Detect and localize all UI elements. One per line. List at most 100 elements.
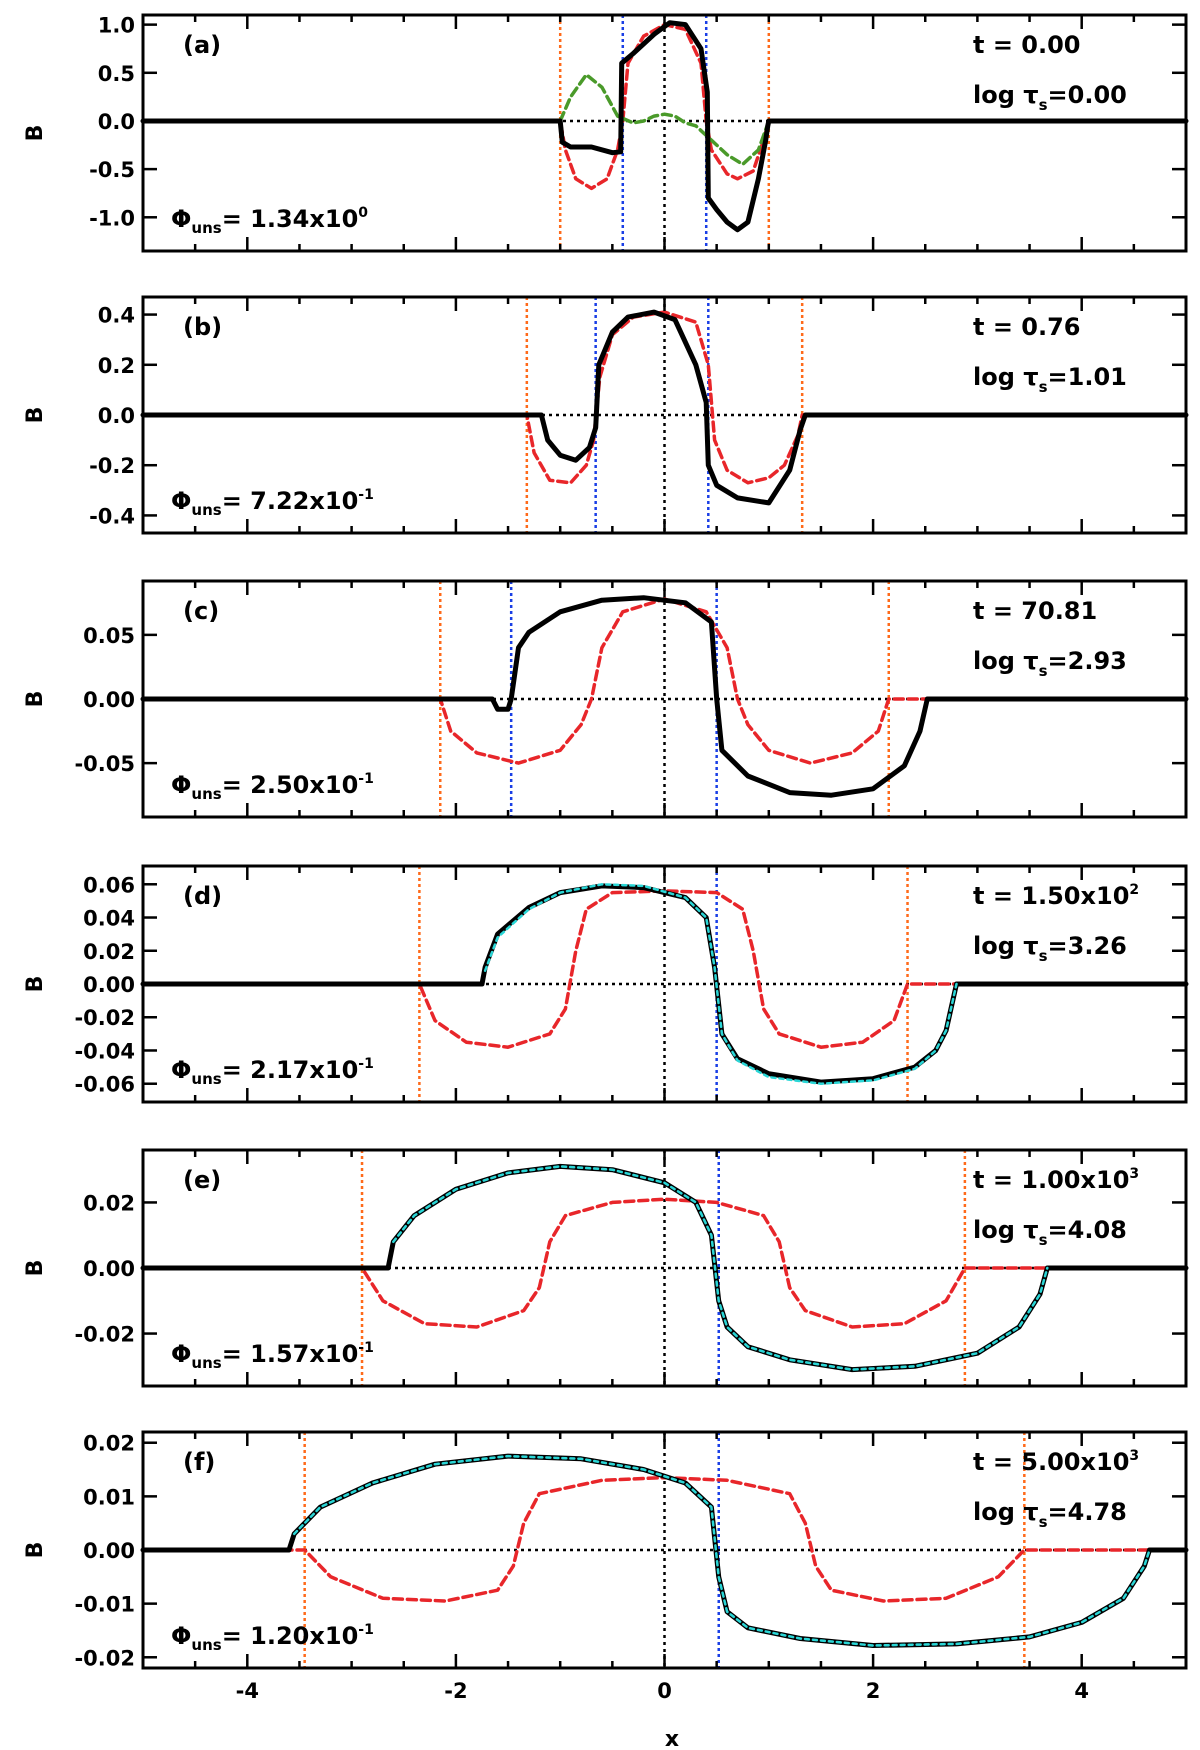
time-value: t = 0.00 xyxy=(973,31,1081,59)
phi-symbol: Φ xyxy=(171,487,191,515)
y-axis-label: B xyxy=(23,691,48,708)
time-value: t = 1.00x10 xyxy=(973,1166,1129,1194)
phi-symbol: Φ xyxy=(171,1056,191,1084)
phi-subscript: uns xyxy=(191,219,221,237)
series-line-dash-red xyxy=(141,310,1188,485)
tau-subscript: s xyxy=(1039,378,1048,396)
series-line-dash-cyan xyxy=(483,883,958,1085)
series-line-dash-cyan xyxy=(292,1454,1151,1647)
phi-subscript: uns xyxy=(191,1636,221,1654)
series-line-dash-green xyxy=(558,72,771,167)
time-value: t = 1.50x10 xyxy=(973,882,1129,910)
phi-uns-label: Φuns= 1.20x10-1 xyxy=(171,1622,374,1654)
panel-label: (a) xyxy=(183,31,221,59)
tau-value: =2.93 xyxy=(1048,647,1127,675)
phi-exponent: -1 xyxy=(358,1056,374,1072)
phi-uns-label: Φuns= 2.50x10-1 xyxy=(171,771,374,803)
y-tick-label: -0.02 xyxy=(74,1646,135,1670)
time-exponent: 3 xyxy=(1129,1448,1139,1464)
y-tick-label: 0.00 xyxy=(83,1257,135,1281)
y-tick-label: -1.0 xyxy=(89,206,135,230)
y-tick-label: -0.06 xyxy=(74,1073,135,1097)
tau-value: =4.08 xyxy=(1048,1216,1127,1244)
log-tau-label: log τs=1.01 xyxy=(973,363,1127,396)
phi-value: = 2.17x10 xyxy=(222,1056,359,1084)
y-tick-label: 0.02 xyxy=(83,940,135,964)
tau-subscript: s xyxy=(1039,1231,1048,1249)
y-tick-label: 1.0 xyxy=(98,14,135,38)
y-tick-label: 0.5 xyxy=(98,62,135,86)
time-value: t = 5.00x10 xyxy=(973,1448,1129,1476)
y-axis-label: B xyxy=(23,976,48,993)
phi-uns-label: Φuns= 1.57x10-1 xyxy=(171,1340,374,1372)
series-line-solid-black xyxy=(140,20,1189,233)
y-tick-label: 0.05 xyxy=(83,624,135,648)
x-tick-label: -4 xyxy=(236,1679,259,1703)
tau-subscript: s xyxy=(1039,947,1048,965)
panel-a: -1.0 -0.5 0.0 0.5 1.0 B (a) t = 0.00 log τs=0.00… xyxy=(23,13,1189,253)
series-line-solid-black xyxy=(140,309,1189,506)
tau-text: log τ xyxy=(973,1216,1039,1244)
series-line-solid-black xyxy=(140,595,1189,798)
phi-uns-label: Φuns= 2.17x10-1 xyxy=(171,1056,374,1088)
y-tick-label: -0.4 xyxy=(89,504,135,528)
phi-value: = 7.22x10 xyxy=(222,487,359,515)
panel-label: (d) xyxy=(183,882,222,910)
y-axis-label: B xyxy=(23,407,48,424)
time-label: t = 0.00 xyxy=(973,31,1081,59)
tau-text: log τ xyxy=(973,1498,1039,1526)
time-exponent: 2 xyxy=(1129,882,1139,898)
phi-exponent: -1 xyxy=(358,771,374,787)
panel-d: -0.06 -0.04 -0.02 0.00 0.02 0.04 0.06 B (d) t = 1… xyxy=(23,864,1189,1104)
phi-symbol: Φ xyxy=(171,205,191,233)
log-tau-label: log τs=3.26 xyxy=(973,932,1127,965)
tau-value: =0.00 xyxy=(1048,81,1127,109)
panel-label: (b) xyxy=(183,313,222,341)
log-tau-label: log τs=2.93 xyxy=(973,647,1127,680)
time-label: t = 70.81 xyxy=(973,597,1097,625)
panel-f: -0.02 -0.01 0.00 0.01 0.02 B (f) t = 5.00x103 lo… xyxy=(23,1430,1189,1703)
phi-exponent: -1 xyxy=(358,1340,374,1356)
phi-exponent: 0 xyxy=(358,205,368,221)
phi-value: = 2.50x10 xyxy=(222,771,359,799)
log-tau-label: log τs=4.78 xyxy=(973,1498,1127,1531)
y-tick-label: 0.00 xyxy=(83,973,135,997)
tau-value: =3.26 xyxy=(1048,932,1127,960)
y-tick-label: 0.4 xyxy=(98,304,135,328)
x-tick-label: 2 xyxy=(866,1679,881,1703)
phi-uns-label: Φuns= 1.34x100 xyxy=(171,205,368,237)
y-tick-label: 0.2 xyxy=(98,354,135,378)
y-tick-label: 0.04 xyxy=(83,907,135,931)
series-line-dash-red xyxy=(141,1197,1188,1329)
phi-subscript: uns xyxy=(191,785,221,803)
y-tick-label: -0.05 xyxy=(74,752,135,776)
y-tick-label: 0.00 xyxy=(83,688,135,712)
tau-subscript: s xyxy=(1039,662,1048,680)
y-tick-label: 0.02 xyxy=(83,1191,135,1215)
y-tick-label: 0.00 xyxy=(83,1539,135,1563)
time-exponent: 3 xyxy=(1129,1166,1139,1182)
panel-label: (e) xyxy=(183,1166,221,1194)
phi-symbol: Φ xyxy=(171,1340,191,1368)
y-tick-label: -0.02 xyxy=(74,1323,135,1347)
phi-value: = 1.34x10 xyxy=(222,205,359,233)
y-tick-label: -0.5 xyxy=(89,158,135,182)
tau-text: log τ xyxy=(973,932,1039,960)
panel-label: (f) xyxy=(183,1448,215,1476)
y-axis-label: B xyxy=(23,1542,48,1559)
phi-symbol: Φ xyxy=(171,771,191,799)
tau-value: =1.01 xyxy=(1048,363,1127,391)
panel-c: -0.05 0.00 0.05 B (c) t = 70.81 log τs=2.93 Φun… xyxy=(23,579,1189,819)
y-tick-label: 0.06 xyxy=(83,873,135,897)
phi-symbol: Φ xyxy=(171,1622,191,1650)
tau-text: log τ xyxy=(973,81,1039,109)
y-tick-label: 0.0 xyxy=(98,404,135,428)
y-tick-label: -0.04 xyxy=(74,1039,135,1063)
panel-e: -0.02 0.00 0.02 B (e) t = 1.00x103 log τs=4.08… xyxy=(23,1148,1189,1388)
phi-exponent: -1 xyxy=(358,487,374,503)
phi-uns-label: Φuns= 7.22x10-1 xyxy=(171,487,374,519)
phi-value: = 1.57x10 xyxy=(222,1340,359,1368)
log-tau-label: log τs=4.08 xyxy=(973,1216,1127,1249)
tau-value: =4.78 xyxy=(1048,1498,1127,1526)
